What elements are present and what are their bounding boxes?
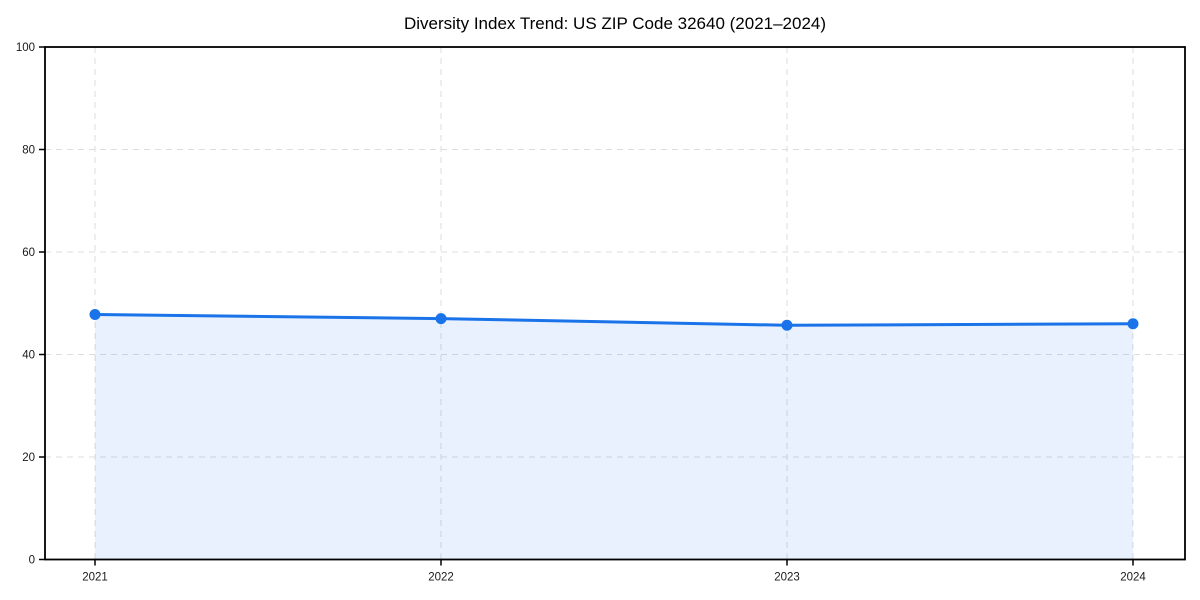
trend-line: [93, 313, 1135, 327]
y-tick-label: 20: [22, 452, 35, 464]
chart-title: Diversity Index Trend: US ZIP Code 32640…: [404, 14, 826, 33]
y-tick-label: 60: [22, 247, 35, 259]
data-point: [781, 319, 793, 331]
y-tick-label: 80: [22, 145, 35, 157]
y-tick-label: 0: [29, 555, 35, 567]
plot-border: [44, 46, 1186, 561]
x-tick-label: 2022: [428, 572, 454, 584]
data-point: [1127, 318, 1139, 330]
x-tick-label: 2023: [774, 572, 800, 584]
x-tick-label: 2021: [82, 572, 108, 584]
y-tick-label: 40: [22, 350, 35, 362]
x-tick-label: 2024: [1120, 572, 1146, 584]
y-tick-label: 100: [16, 42, 35, 54]
data-point: [435, 313, 447, 325]
data-point: [89, 309, 101, 321]
area-fill: [95, 314, 1133, 560]
